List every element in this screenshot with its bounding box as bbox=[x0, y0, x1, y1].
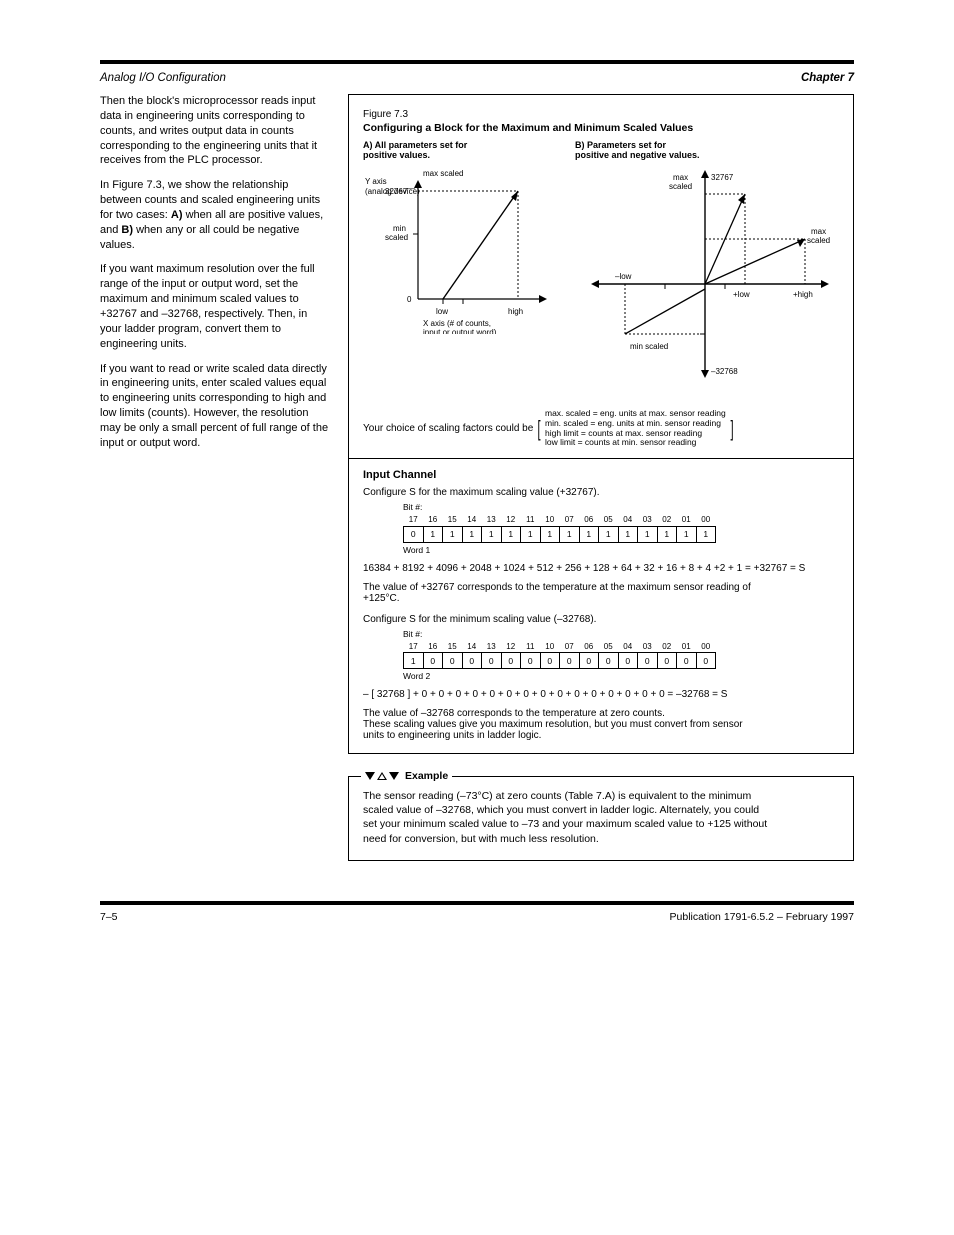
bit-table-1-rowlabel: Word 1 bbox=[403, 545, 839, 555]
left-para-2: In Figure 7.3, we show the relationship … bbox=[100, 178, 330, 252]
svg-text:max scaled: max scaled bbox=[423, 169, 463, 178]
figure-title: Configuring a Block for the Maximum and … bbox=[363, 122, 839, 134]
svg-text:high: high bbox=[508, 307, 523, 316]
svg-text:32767: 32767 bbox=[385, 187, 408, 196]
bit-table-2-rowlabel: Word 2 bbox=[403, 671, 839, 681]
svg-text:–low: –low bbox=[615, 272, 632, 281]
svg-text:+high: +high bbox=[793, 290, 813, 299]
svg-text:—: — bbox=[407, 184, 415, 193]
example-box: Example The sensor reading (–73°C) at ze… bbox=[348, 776, 854, 861]
left-column: Then the block's microprocessor reads in… bbox=[100, 94, 330, 861]
svg-text:min: min bbox=[393, 224, 406, 233]
graph-b-svg: max scaled 32767 bbox=[575, 164, 835, 394]
left-para-1: Then the block's microprocessor reads in… bbox=[100, 94, 330, 168]
footer-page: 7–5 bbox=[100, 911, 118, 923]
equation-1: 16384 + 8192 + 4096 + 2048 + 1024 + 512 … bbox=[363, 563, 839, 574]
left-para-3: If you want maximum resolution over the … bbox=[100, 262, 330, 351]
graph-b: B) Parameters set for positive and negat… bbox=[575, 140, 835, 399]
bit-table-1-bitnums: 17161514131211100706050403020100 bbox=[404, 514, 716, 526]
top-rule bbox=[100, 60, 854, 64]
svg-text:input or output word): input or output word) bbox=[423, 328, 497, 334]
svg-text:max: max bbox=[673, 173, 688, 182]
figure-divider bbox=[349, 458, 853, 459]
graph-b-title: B) Parameters set for positive and negat… bbox=[575, 140, 835, 160]
input-intro: Configure S for the maximum scaling valu… bbox=[363, 487, 839, 498]
choice-note: Your choice of scaling factors could be … bbox=[363, 409, 839, 448]
graph-a-title: A) All parameters set for positive value… bbox=[363, 140, 563, 160]
svg-text:scaled: scaled bbox=[807, 236, 830, 245]
example-body: The sensor reading (–73°C) at zero count… bbox=[363, 789, 839, 846]
triangle-up-outline-icon bbox=[377, 772, 387, 780]
graphs-row: A) All parameters set for positive value… bbox=[363, 140, 839, 399]
bit-table-2-wrap: Bit #: 17161514131211100706050403020100 … bbox=[403, 629, 839, 682]
bit-table-2-cells: 1000000000000000 bbox=[404, 653, 716, 669]
svg-text:scaled: scaled bbox=[669, 182, 692, 191]
svg-text:32767: 32767 bbox=[711, 173, 734, 182]
bit-table-2-bitnums: 17161514131211100706050403020100 bbox=[404, 641, 716, 653]
graph-a-svg: Y axis (analog device) 32767 — min bbox=[363, 164, 563, 334]
equation-2: – [ 32768 ] + 0 + 0 + 0 + 0 + 0 + 0 + 0 … bbox=[363, 689, 839, 700]
figure-box: Figure 7.3 Configuring a Block for the M… bbox=[348, 94, 854, 754]
svg-text:–32768: –32768 bbox=[711, 367, 738, 376]
svg-text:min scaled: min scaled bbox=[630, 342, 668, 351]
page-header: Analog I/O Configuration Chapter 7 bbox=[100, 72, 854, 84]
left-para-4: If you want to read or write scaled data… bbox=[100, 362, 330, 451]
triangle-down-icon bbox=[365, 772, 375, 780]
svg-text:+low: +low bbox=[733, 290, 750, 299]
mid-text-3: The value of –32768 corresponds to the t… bbox=[363, 708, 839, 741]
mid-text-1: The value of +32767 corresponds to the t… bbox=[363, 582, 839, 604]
svg-text:scaled: scaled bbox=[385, 233, 408, 242]
bit-table-1-wrap: Bit #: 17161514131211100706050403020100 … bbox=[403, 502, 839, 555]
svg-text:max: max bbox=[811, 227, 826, 236]
bit-table-2: 17161514131211100706050403020100 1000000… bbox=[403, 641, 716, 670]
example-legend-text: Example bbox=[405, 769, 448, 783]
footer: 7–5 Publication 1791-6.5.2 – February 19… bbox=[100, 901, 854, 923]
svg-text:Y axis: Y axis bbox=[365, 177, 387, 186]
svg-text:X axis (# of counts,: X axis (# of counts, bbox=[423, 319, 491, 328]
svg-text:low: low bbox=[436, 307, 448, 316]
figure-label: Figure 7.3 bbox=[363, 109, 839, 120]
example-legend: Example bbox=[361, 769, 452, 783]
footer-pub: Publication 1791-6.5.2 – February 1997 bbox=[670, 911, 854, 923]
mid-text-2: Configure S for the minimum scaling valu… bbox=[363, 614, 839, 625]
right-column: Figure 7.3 Configuring a Block for the M… bbox=[348, 94, 854, 861]
triangle-down-icon-2 bbox=[389, 772, 399, 780]
svg-text:0: 0 bbox=[407, 295, 412, 304]
bit-table-1: 17161514131211100706050403020100 0111111… bbox=[403, 514, 716, 543]
bit-table-1-cells: 0111111111111111 bbox=[404, 526, 716, 542]
header-left: Analog I/O Configuration bbox=[100, 72, 226, 84]
header-right: Chapter 7 bbox=[801, 72, 854, 84]
input-channel-heading: Input Channel bbox=[363, 469, 839, 481]
graph-a: A) All parameters set for positive value… bbox=[363, 140, 563, 339]
bottom-rule bbox=[100, 901, 854, 905]
main-content: Then the block's microprocessor reads in… bbox=[100, 94, 854, 861]
